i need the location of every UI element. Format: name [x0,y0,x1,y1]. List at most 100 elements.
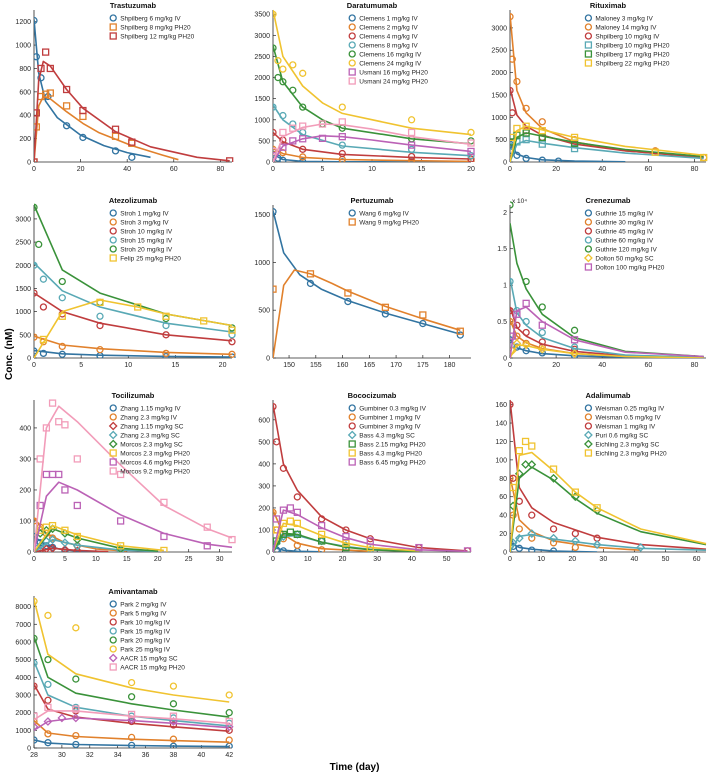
x-tick-label: 60 [644,166,652,173]
y-tick-label: 0 [266,356,270,363]
legend-entry: Bass 6.45 mg/kg PH20 [359,460,426,467]
x-tick-label: 10 [537,556,545,563]
x-tick-label: 25 [185,556,193,563]
series-line-morcos-2-3-mg-kg-sc [34,527,158,552]
data-point-clemens-4-mg-kg-iv [407,152,416,161]
series-line-bass-4-3-mg-kg-ph20 [273,522,419,552]
y-tick-label: 0 [503,550,507,557]
legend-marker [109,32,117,40]
x-tick-label: 0 [508,166,512,173]
data-point-clemens-24-mg-kg-iv [467,128,475,137]
series-line-dolton-50-mg-kg-sc [510,344,704,358]
y-tick-label: 400 [258,461,270,468]
data-point-clemens-8-mg-kg-iv [338,141,346,149]
y-tick-label: 2000 [254,75,270,82]
legend-marker [109,609,117,617]
x-tick-label: 155 [310,362,322,369]
data-point-felip-25-mg-kg-ph20 [162,312,170,320]
data-point-aacr-15-mg-kg-ph20 [169,712,178,720]
data-point-puri-0-6-mg-kg-sc [636,542,646,552]
legend: Maloney 3 mg/kg IV Maloney 14 mg/kg IV Shp… [584,14,670,68]
data-point-guthrie-45-mg-kg-iv [510,306,514,315]
x-tick-label: 32 [86,752,94,759]
x-tick-label: 0 [271,556,275,563]
legend-marker [348,413,356,421]
y-tick-label: 600 [258,417,270,424]
legend-marker [109,23,117,31]
series-line-stroh-15-mg-kg-iv [34,262,233,333]
data-point-puri-0-6-mg-kg-sc [549,533,558,543]
series-line-gumbiner-3-mg-kg-iv [273,404,468,552]
data-point-eichling-2-3-mg-kg-sc [527,460,537,469]
data-point-aacr-15-mg-kg-ph20 [127,710,136,719]
y-tick-label: 1000 [491,115,507,122]
data-point-park-10-mg-kg-iv [44,696,52,704]
data-point-stroh-20-mg-kg-iv [58,277,66,286]
data-point-shpilberg-10-mg-kg-iv [510,86,514,95]
data-point-stroh-10-mg-kg-iv [228,338,236,346]
y-tick-label: 3000 [15,692,31,699]
y-tick-label: 1000 [15,728,31,735]
data-point-morcos-2-3-mg-kg-sc [116,544,126,552]
series-line-gumbiner-0-3-mg-kg-iv [273,546,322,552]
series-line-clemens-16-mg-kg-iv [273,45,472,145]
plot-area [273,402,472,552]
data-point-gumbiner-0-3-mg-kg-iv [279,547,288,552]
y-tick-label: 80 [499,476,507,483]
x-tick-label: 20 [552,166,560,173]
data-point-park-5-mg-kg-iv [44,730,52,738]
data-point-morcos-9-2-mg-kg-ph20 [55,418,63,426]
x-tick-label: 20 [77,166,85,173]
data-point-zhang-2-3-mg-kg-sc [72,541,82,551]
data-point-shpilberg-22-mg-kg-ph20 [570,133,579,142]
y-tick-label: 40 [499,513,507,520]
x-tick-label: 50 [662,556,670,563]
data-point-usmani-24-mg-kg-ph20 [299,122,307,130]
data-point-park-20-mg-kg-iv [44,655,52,664]
data-point-bass-4-3-mg-kg-ph20 [317,530,326,539]
legend-marker [348,449,356,457]
legend-entry: AACR 15 mg/kg PH20 [120,665,185,672]
legend-entry: Park 10 mg/kg IV [120,620,171,627]
data-point-shpilberg-12-mg-kg-ph20 [46,64,54,73]
x-tick-label: 36 [142,752,150,759]
data-point-clemens-8-mg-kg-iv [407,145,416,153]
legend-marker [348,218,356,226]
data-point-clemens-24-mg-kg-iv [338,103,346,111]
data-point-shpilberg-10-mg-kg-iv [510,109,516,117]
legend-marker [109,467,117,475]
x-tick-label: 30 [216,556,224,563]
data-point-wang-9-mg-kg-ph20 [273,285,277,293]
legend-entry: Wang 9 mg/kg PH20 [359,220,419,227]
y-tick-label: 2 [503,210,507,217]
data-point-shpilberg-12-mg-kg-ph20 [226,157,234,162]
data-point-maloney-3-mg-kg-iv [522,154,530,162]
x-tick-label: 160 [337,362,349,369]
legend-entry: Usmani 24 mg/kg PH20 [359,79,428,86]
data-point-clemens-24-mg-kg-iv [274,57,282,65]
data-point-shpilberg-22-mg-kg-ph20 [522,122,530,130]
data-point-morcos-9-2-mg-kg-ph20 [160,498,168,507]
data-point-puri-0-6-mg-kg-sc [527,529,537,538]
data-point-morcos-9-2-mg-kg-ph20 [228,535,236,544]
x-tick-label: 40 [631,556,639,563]
data-point-bass-6-45-mg-kg-ph20 [317,521,326,530]
data-point-clemens-1-mg-kg-iv [279,156,287,162]
data-point-stroh-3-mg-kg-iv [162,349,170,358]
x-tick-label: 5 [79,362,83,369]
legend-marker [348,458,356,466]
data-point-eichling-2-3-mg-kg-sc [549,473,558,483]
legend-marker [584,227,593,235]
data-point-eichling-2-3-mg-kg-ph20 [549,465,558,473]
data-point-usmani-24-mg-kg-ph20 [273,147,277,156]
data-point-shpilberg-22-mg-kg-ph20 [700,153,708,162]
data-point-maloney-14-mg-kg-iv [538,118,546,126]
global-y-axis-label: Conc. (nM) [4,328,15,380]
legend-marker [109,449,117,457]
panel-amivantamab: 0 1000 2000 3000 4000 5000 6000 7000 8000 28 30 32 3… [15,587,234,759]
data-point-shpilberg-6-mg-kg-iv [34,53,40,61]
y-tick-label: 300 [19,456,31,463]
data-point-shpilberg-6-mg-kg-iv [79,133,87,142]
series-line-wang-6-mg-kg-iv [273,210,461,335]
x-tick-label: 60 [644,362,652,369]
